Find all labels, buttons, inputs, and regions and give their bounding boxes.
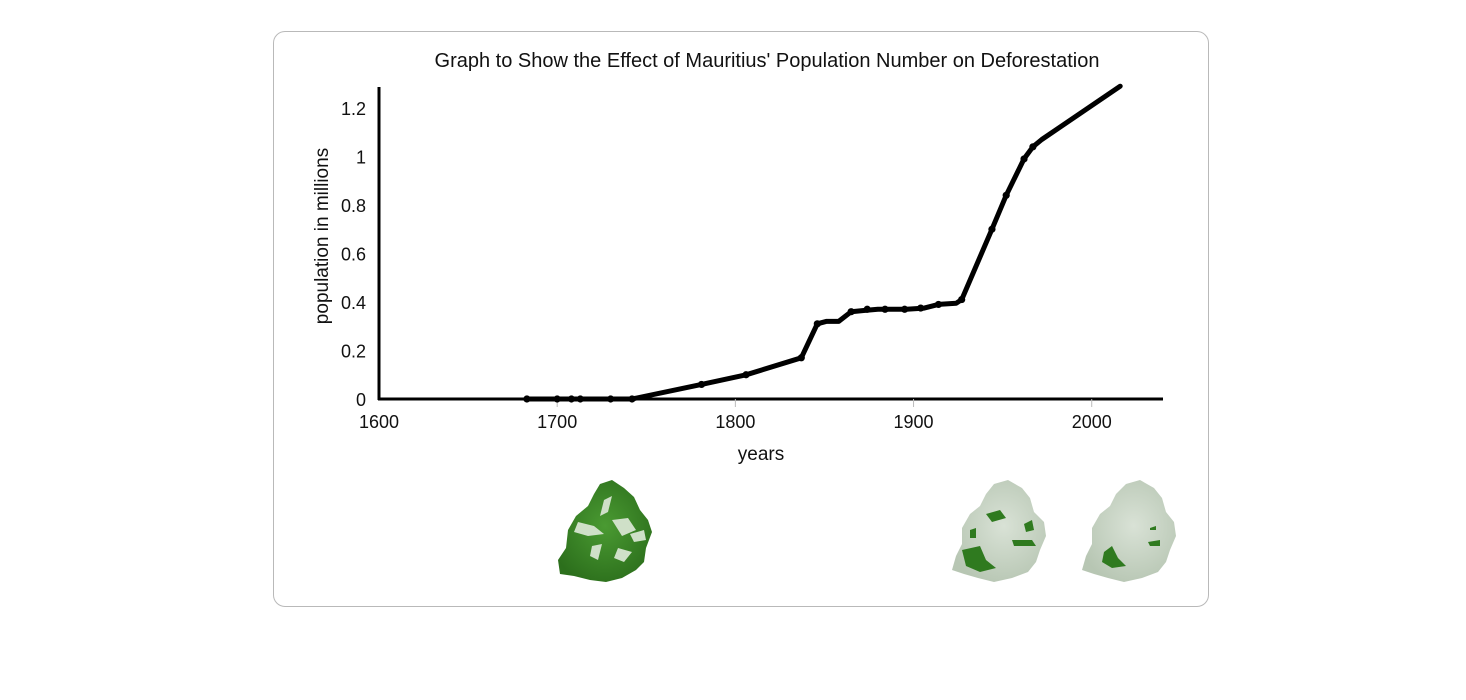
y-axis-label: population in millions — [312, 148, 333, 324]
data-point — [1002, 191, 1010, 199]
x-tick-label: 2000 — [1072, 412, 1112, 432]
y-tick-label: 0.4 — [341, 293, 366, 313]
chart-axes — [377, 87, 1163, 401]
x-tick-label: 1600 — [359, 412, 399, 432]
chart-title: Graph to Show the Effect of Mauritius' P… — [435, 50, 1100, 72]
data-point — [628, 395, 636, 403]
data-point — [1029, 143, 1037, 151]
island-map-1900s — [952, 480, 1046, 582]
data-point — [901, 305, 909, 313]
data-point — [567, 395, 576, 403]
island-map-forested — [558, 480, 652, 582]
data-point — [553, 395, 561, 403]
data-point — [576, 395, 584, 403]
x-axis-label: years — [738, 444, 784, 465]
y-tick-label: 0.2 — [341, 342, 366, 362]
data-point — [863, 305, 871, 313]
data-point — [797, 354, 805, 362]
data-point — [697, 380, 706, 389]
data-point — [988, 225, 996, 233]
data-point — [742, 371, 750, 379]
x-tick-label: 1800 — [715, 412, 755, 432]
data-point — [1020, 155, 1028, 163]
data-point — [813, 320, 821, 328]
data-point — [523, 395, 531, 403]
data-point — [917, 304, 925, 312]
x-tick-labels: 1600 1700 1800 1900 2000 — [359, 399, 1112, 432]
data-point — [934, 300, 943, 309]
data-point — [607, 395, 615, 403]
series-line — [524, 83, 1123, 402]
y-tick-label: 1 — [356, 148, 366, 168]
y-tick-label: 0.8 — [341, 196, 366, 216]
y-tick-label: 0.6 — [341, 245, 366, 265]
data-point — [958, 295, 966, 304]
x-tick-label: 1900 — [894, 412, 934, 432]
data-point — [881, 305, 889, 313]
y-tick-label: 0 — [356, 390, 366, 410]
island-map-1990s — [1082, 480, 1176, 582]
data-point — [847, 308, 855, 316]
x-tick-label: 1700 — [537, 412, 577, 432]
y-tick-labels: 0 0.2 0.4 0.6 0.8 1 1.2 — [341, 99, 366, 410]
chart-card — [273, 31, 1209, 607]
y-tick-label: 1.2 — [341, 99, 366, 119]
plot-area — [523, 83, 1123, 403]
